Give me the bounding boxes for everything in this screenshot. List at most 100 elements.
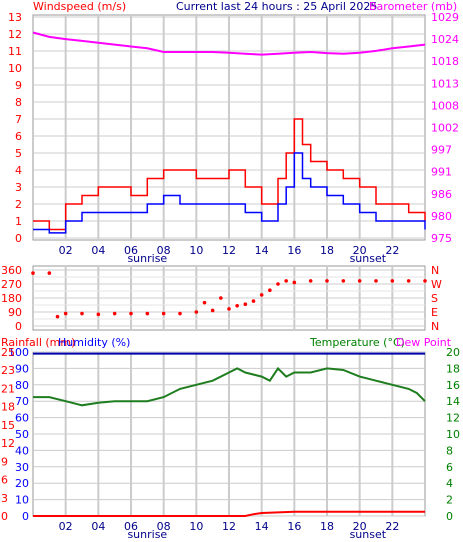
humidity-tick-label: 70 [15,395,29,408]
wind-hour-label: 04 [91,244,105,257]
climate-hour-label: 12 [222,520,236,533]
wind-direction-point [406,279,411,283]
wind-hour-label: 20 [353,244,367,257]
humidity-tick-label: 60 [15,412,29,425]
temperature-tick-label: 16 [446,379,460,392]
wind-direction-point [47,271,52,275]
rainfall-tick-label: 15 [1,419,15,432]
temperature-title: Temperature (°C) [309,336,405,349]
wind-sunset-label: sunset [350,252,387,265]
wind-direction-point [390,279,395,283]
temperature-tick-label: 8 [446,444,453,457]
climate-hour-label: 02 [59,520,73,533]
temperature-tick-label: 14 [446,395,460,408]
wind-hour-label: 12 [222,244,236,257]
windspeed-tick-label: 7 [15,113,22,126]
climate-hour-label: 22 [385,520,399,533]
temperature-line [33,366,426,407]
windspeed-tick-label: 10 [8,62,22,75]
wind-hour-label: 08 [157,244,171,257]
compass-label: N [431,320,439,333]
panel-titles: Windspeed (m/s) Current last 24 hours : … [1,0,457,349]
wind-direction-point [31,271,35,275]
rainfall-tick-label: 9 [1,455,8,468]
windspeed-tick-label: 4 [15,164,22,177]
wind-direction-point [243,302,248,307]
humidity-tick-label: 30 [15,461,29,474]
rainfall-tick-label: 18 [1,401,15,414]
windspeed-gust-line [33,118,426,231]
wind-direction-point [423,279,427,283]
barometer-tick-label: 1024 [431,33,459,46]
direction-tick-label: 270 [1,278,22,291]
climate-hour-label: 04 [91,520,105,533]
direction-tick-label: 0 [15,320,22,333]
barometer-tick-label: 1013 [431,77,459,90]
wind-hour-label: 14 [255,244,269,257]
rainfall-tick-label: 3 [1,492,8,505]
rain-humidity-temperature-panel: 0102030405060708090100036912151821232502… [1,346,460,541]
climate-hour-label: 06 [124,520,138,533]
windspeed-tick-label: 3 [15,181,22,194]
wind-hour-label: 06 [124,244,138,257]
wind-direction-point [227,307,231,311]
climate-hour-label: 14 [255,520,269,533]
wind-direction-point [276,282,280,286]
windspeed-tick-label: 6 [15,130,22,143]
rainfall-tick-label: 23 [1,364,15,377]
windspeed-tick-label: 8 [15,96,22,109]
wind-direction-point [268,288,272,293]
wind-direction-point [357,279,362,283]
wind-barometer-panel: 0123456789101112139759809869919971002100… [8,11,459,265]
temperature-tick-label: 6 [446,461,453,474]
wind-sunrise-label: sunrise [127,252,167,265]
humidity-tick-label: 50 [15,428,29,441]
wind-hour-label: 22 [385,244,399,257]
climate-hour-label: 20 [353,520,367,533]
wind-direction-point [235,303,239,308]
windspeed-title: Windspeed (m/s) [33,0,126,13]
wind-direction-point [325,279,329,283]
dewpoint-title: Dew Point [396,336,452,349]
windspeed-tick-label: 2 [15,198,22,211]
wind-direction-point [374,279,378,283]
wind-direction-point [202,300,207,305]
humidity-tick-label: 10 [15,494,29,507]
wind-direction-point [96,312,101,317]
wind-direction-point [219,296,223,300]
compass-label: W [431,278,442,291]
humidity-tick-label: 80 [15,379,29,392]
rainfall-line [33,510,425,517]
wind-direction-point [178,311,182,316]
wind-hour-label: 10 [189,244,203,257]
wind-direction-point [210,308,215,313]
windspeed-tick-label: 9 [15,79,22,92]
wind-direction-point [251,299,256,303]
rainfall-tick-label: 12 [1,437,15,450]
windspeed-tick-label: 5 [15,147,22,160]
climate-hour-label: 16 [287,520,301,533]
wind-hour-label: 18 [320,244,334,257]
temperature-tick-label: 4 [446,477,453,490]
rainfall-tick-label: 6 [1,474,8,487]
compass-label: N [431,264,439,277]
temperature-tick-label: 0 [446,510,453,523]
windspeed-tick-label: 1 [15,215,22,228]
direction-tick-label: 90 [8,306,22,319]
direction-tick-label: 180 [1,292,22,305]
temperature-tick-label: 2 [446,494,453,507]
climate-sunrise-label: sunrise [127,528,167,541]
temperature-tick-label: 18 [446,362,460,375]
rainfall-tick-label: 25 [1,346,15,359]
humidity-tick-label: 100 [8,346,29,359]
temperature-tick-label: 12 [446,412,460,425]
windspeed-tick-label: 0 [15,232,22,245]
climate-hour-label: 10 [189,520,203,533]
barometer-tick-label: 980 [431,210,452,223]
humidity-tick-label: 0 [22,510,29,523]
windspeed-tick-label: 13 [8,11,22,24]
wind-direction-point [145,311,150,316]
rainfall-tick-label: 21 [1,382,15,395]
